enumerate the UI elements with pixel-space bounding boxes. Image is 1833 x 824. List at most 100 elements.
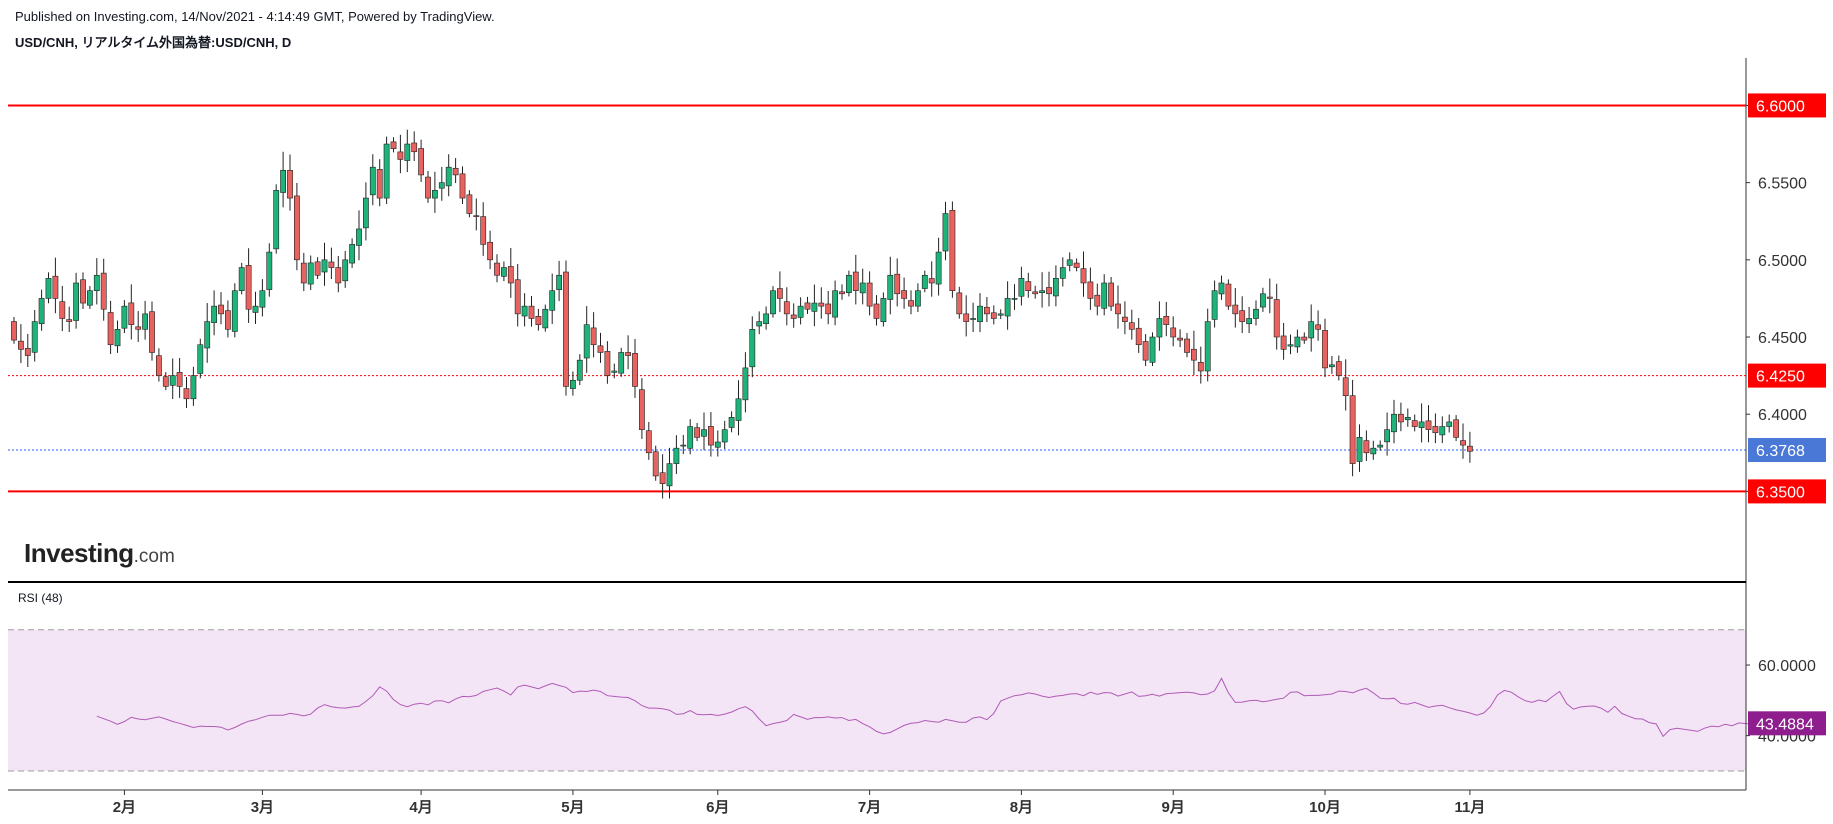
candle <box>459 166 466 204</box>
investing-logo: Investing.com <box>24 538 175 569</box>
candle-body <box>887 274 894 300</box>
candle <box>66 306 73 332</box>
candle-body <box>376 169 383 199</box>
candle-body <box>135 326 142 330</box>
candle-body <box>1122 316 1128 322</box>
candle <box>770 286 776 318</box>
candle-body <box>1191 348 1197 361</box>
candle-body <box>293 195 300 261</box>
candle <box>231 283 238 338</box>
candle-body <box>1363 440 1370 454</box>
candle-body <box>1342 377 1349 396</box>
candle <box>666 447 673 499</box>
candle-body <box>1329 364 1335 368</box>
candle-body <box>1294 336 1301 348</box>
candle <box>1025 272 1032 298</box>
candle-body <box>1391 413 1397 433</box>
time-tick-label: 2月 <box>113 799 136 816</box>
candle <box>1011 284 1018 310</box>
candle <box>135 311 142 342</box>
rsi-current-tag: 43.4884 <box>1748 711 1826 736</box>
candle <box>866 271 873 316</box>
current-price-tag-label: 6.3768 <box>1756 443 1805 460</box>
candle <box>1370 440 1377 460</box>
candle-body <box>197 344 204 374</box>
candle <box>80 272 86 309</box>
candle-body <box>756 321 763 327</box>
candle-body <box>783 301 790 315</box>
candle <box>590 312 597 358</box>
candle-body <box>728 416 735 428</box>
candle <box>1301 332 1308 344</box>
candle <box>542 304 549 332</box>
logo-suffix: .com <box>133 546 175 567</box>
candle-body <box>183 388 190 400</box>
candle-body <box>914 290 921 307</box>
candle <box>604 341 611 384</box>
candle <box>1101 274 1108 316</box>
candle-body <box>487 241 493 261</box>
rsi-series <box>96 677 1788 738</box>
candle-body <box>625 352 631 356</box>
candle-body <box>225 310 231 330</box>
candle-body <box>162 376 169 387</box>
candle-body <box>597 345 604 353</box>
candle-body <box>307 262 314 285</box>
candle <box>156 348 162 382</box>
candle <box>1184 333 1190 358</box>
candle <box>1128 309 1135 340</box>
candle-body <box>128 302 135 325</box>
candle-body <box>280 169 286 193</box>
candle-body <box>328 261 335 268</box>
candle <box>466 190 473 218</box>
candle <box>397 134 404 174</box>
candle <box>1273 283 1280 350</box>
candle <box>73 272 79 329</box>
candle <box>142 300 148 340</box>
candle-body <box>431 190 438 199</box>
level-lines <box>8 104 1746 493</box>
candle <box>638 378 645 439</box>
candle-body <box>880 298 887 323</box>
candle <box>1156 301 1163 351</box>
candle-body <box>473 215 480 217</box>
candle <box>500 261 507 282</box>
candle-body <box>832 290 838 318</box>
candle-body <box>576 359 583 381</box>
candle <box>1460 423 1466 459</box>
candle-body <box>990 312 997 319</box>
candle <box>1398 402 1404 432</box>
candle <box>411 131 418 162</box>
candle <box>1329 356 1335 374</box>
candle <box>811 284 818 327</box>
candle <box>1004 281 1011 330</box>
candle-body <box>259 290 266 308</box>
candle-body <box>1260 293 1266 308</box>
candle <box>204 303 211 363</box>
candle-body <box>528 305 535 319</box>
candle-body <box>763 313 769 325</box>
candle-body <box>825 303 832 315</box>
candle <box>107 300 114 354</box>
candle <box>128 284 135 340</box>
candle-body <box>369 166 376 196</box>
candle-body <box>659 472 666 484</box>
candle <box>259 279 266 317</box>
candle <box>997 309 1004 319</box>
candle <box>349 238 355 268</box>
candle-body <box>24 347 31 356</box>
candle <box>93 258 100 305</box>
candle-body <box>121 305 128 329</box>
price-tags: 6.6000 6.4250 6.3500 6.3768 43.4884 <box>1748 93 1826 736</box>
symbol-title: USD/CNH, リアルタイム外国為替:USD/CNH, D <box>15 35 292 50</box>
candle <box>1239 296 1246 334</box>
logo-main: Investing <box>24 538 134 568</box>
candle <box>1363 430 1370 461</box>
candle <box>342 251 349 288</box>
rsi-line <box>96 677 1788 738</box>
candle-body <box>266 251 273 290</box>
candle-body <box>1142 341 1149 361</box>
candle-body <box>852 271 859 292</box>
candle <box>652 445 659 481</box>
